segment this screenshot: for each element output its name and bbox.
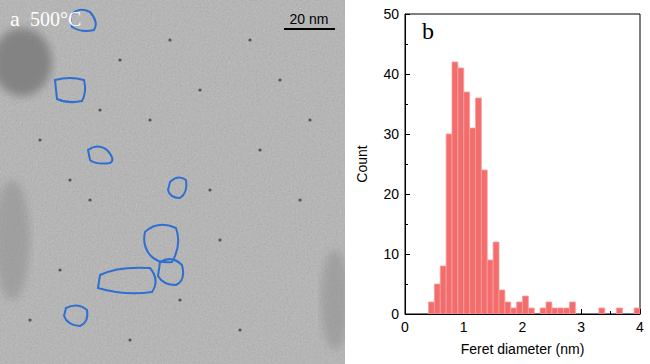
svg-text:Feret diameter (nm): Feret diameter (nm) [461,341,585,357]
svg-text:0: 0 [401,319,409,335]
svg-text:30: 30 [383,126,399,142]
svg-text:20 nm: 20 nm [290,11,329,27]
svg-text:50: 50 [383,6,399,22]
svg-text:0: 0 [391,306,399,322]
svg-text:b: b [422,18,434,44]
svg-text:1: 1 [460,319,468,335]
svg-text:2: 2 [519,319,527,335]
svg-text:40: 40 [383,66,399,82]
svg-text:10: 10 [383,246,399,262]
svg-text:a: a [10,6,20,31]
svg-text:4: 4 [636,319,644,335]
svg-text:500°C: 500°C [30,8,81,30]
svg-text:Count: Count [354,145,370,182]
svg-text:3: 3 [577,319,585,335]
svg-text:20: 20 [383,186,399,202]
